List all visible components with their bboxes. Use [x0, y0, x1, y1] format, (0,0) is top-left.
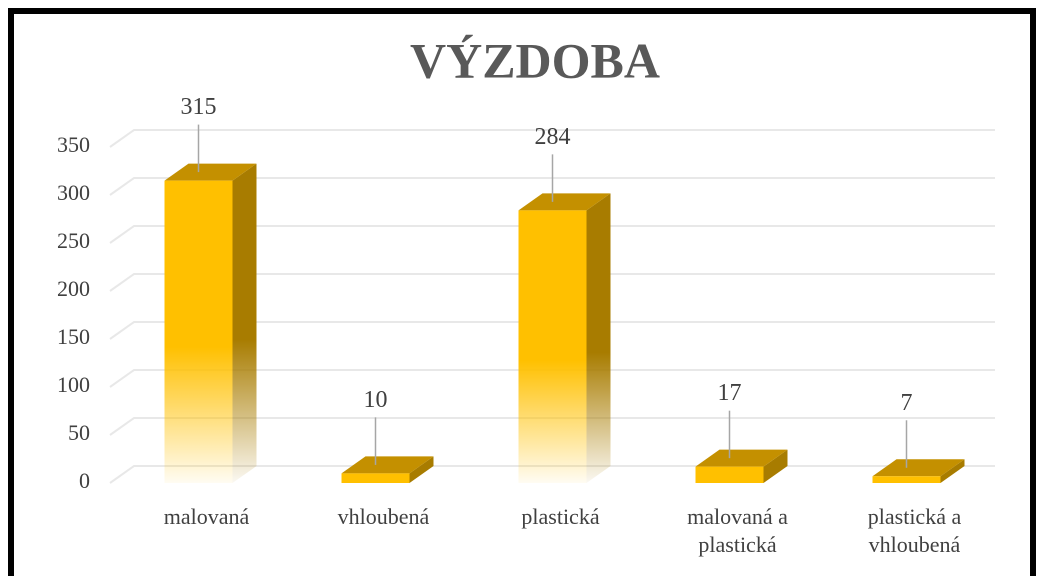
bar-top: [872, 459, 965, 477]
frame: [8, 8, 1036, 576]
bar: [872, 459, 965, 483]
chart-title: VÝZDOBA: [410, 32, 660, 88]
x-tick-label: vhloubená: [337, 504, 430, 529]
bar-front: [872, 476, 941, 483]
data-label: 17: [718, 380, 742, 406]
bar: [518, 193, 611, 484]
bar-top: [164, 163, 257, 181]
bar-side: [232, 163, 257, 483]
x-tick-label: malovaná a plastická: [687, 504, 788, 557]
bar-side: [409, 456, 434, 483]
bar-front: [695, 466, 764, 483]
bar: [695, 449, 788, 483]
bar-top: [341, 456, 434, 474]
data-label: 7: [901, 390, 913, 416]
bar-front: [518, 210, 587, 484]
y-tick-label: 150: [57, 324, 90, 349]
grid-line: [109, 321, 995, 340]
y-tick-label: 0: [79, 468, 90, 493]
bar-side: [763, 449, 788, 483]
y-tick-label: 50: [68, 420, 90, 445]
bar-top: [695, 449, 788, 467]
bar-top: [518, 193, 611, 211]
x-tick-label: malovaná: [163, 504, 250, 529]
grid-line: [109, 417, 995, 436]
data-label: 10: [364, 387, 388, 413]
y-tick-label: 200: [57, 276, 90, 301]
grid-line: [109, 369, 995, 388]
grid-line: [109, 273, 995, 292]
x-tick-label: plastická: [521, 504, 600, 529]
bar: [341, 456, 434, 483]
x-tick-label: plastická a vhloubená: [867, 504, 962, 557]
data-label: 284: [535, 124, 571, 150]
y-tick-label: 250: [57, 228, 90, 253]
grid-line: [109, 129, 995, 148]
grid-line: [109, 225, 995, 244]
bar-side: [586, 193, 611, 484]
grid-line: [109, 177, 995, 196]
y-tick-label: 350: [57, 132, 90, 157]
y-tick-label: 100: [57, 372, 90, 397]
data-label: 315: [181, 94, 217, 120]
bar-front: [341, 473, 410, 483]
y-tick-label: 300: [57, 180, 90, 205]
bar-front: [164, 180, 233, 483]
bar: [164, 163, 257, 483]
bar-side: [940, 459, 965, 483]
